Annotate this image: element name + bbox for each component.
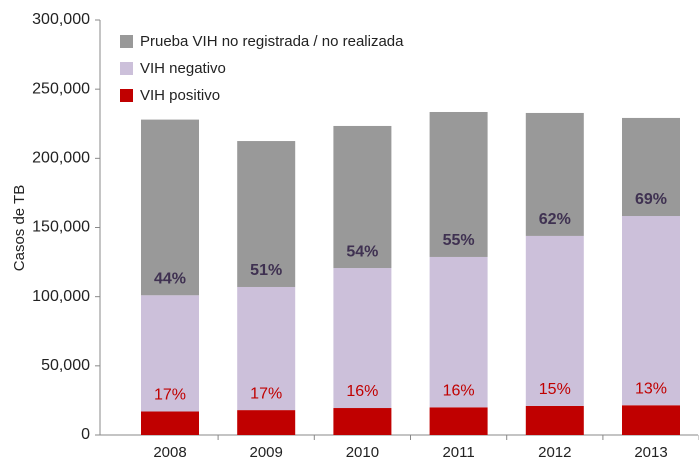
tested-share-label: 62% [539,211,571,228]
y-tick-label: 50,000 [41,357,90,374]
y-axis-title: Casos de TB [11,185,28,271]
bar-segment [622,216,680,406]
x-tick-label: 2011 [442,444,474,461]
x-tick-label: 2008 [153,444,186,461]
bar-segment [429,256,488,408]
bar-segment [237,286,296,411]
bar-segment [237,141,296,287]
x-tick-label: 2009 [250,444,283,461]
x-tick-label: 2013 [634,444,667,461]
bar-segment [333,125,392,269]
positive-share-label: 15% [539,381,571,398]
y-tick-label: 200,000 [32,150,90,167]
bar-segment [141,295,199,412]
tested-share-label: 44% [154,271,186,288]
bar-segment [429,111,488,257]
legend-label: VIH negativo [140,60,226,77]
y-tick-label: 300,000 [32,11,90,28]
tested-share-label: 51% [250,262,282,279]
tested-share-label: 54% [346,243,378,260]
tested-share-label: 55% [443,232,475,249]
bar-segment [429,407,488,435]
x-tick-label: 2010 [346,444,379,461]
legend-swatch [120,89,133,102]
legend-label: Prueba VIH no registrada / no realizada [140,33,404,50]
bar-segment [333,408,392,435]
bar-segment [141,411,199,435]
tested-share-label: 69% [635,191,667,208]
bar-segment [525,235,584,406]
positive-share-label: 13% [635,380,667,397]
positive-share-label: 16% [346,383,378,400]
positive-share-label: 17% [250,385,282,402]
x-tick-label: 2012 [538,444,571,461]
bar-segment [237,410,296,435]
y-tick-label: 250,000 [32,80,90,97]
legend-label: VIH positivo [140,87,220,104]
bar-segment [622,405,680,435]
y-tick-label: 100,000 [32,288,90,305]
legend-swatch [120,35,133,48]
bar-segment [525,405,584,435]
y-tick-label: 150,000 [32,219,90,236]
bar-segment [622,117,680,217]
bar-segment [333,268,392,409]
positive-share-label: 16% [443,383,475,400]
positive-share-label: 17% [154,387,186,404]
legend-swatch [120,62,133,75]
bar-segment [141,119,199,296]
bar-segment [525,112,584,236]
y-tick-label: 0 [81,426,90,443]
